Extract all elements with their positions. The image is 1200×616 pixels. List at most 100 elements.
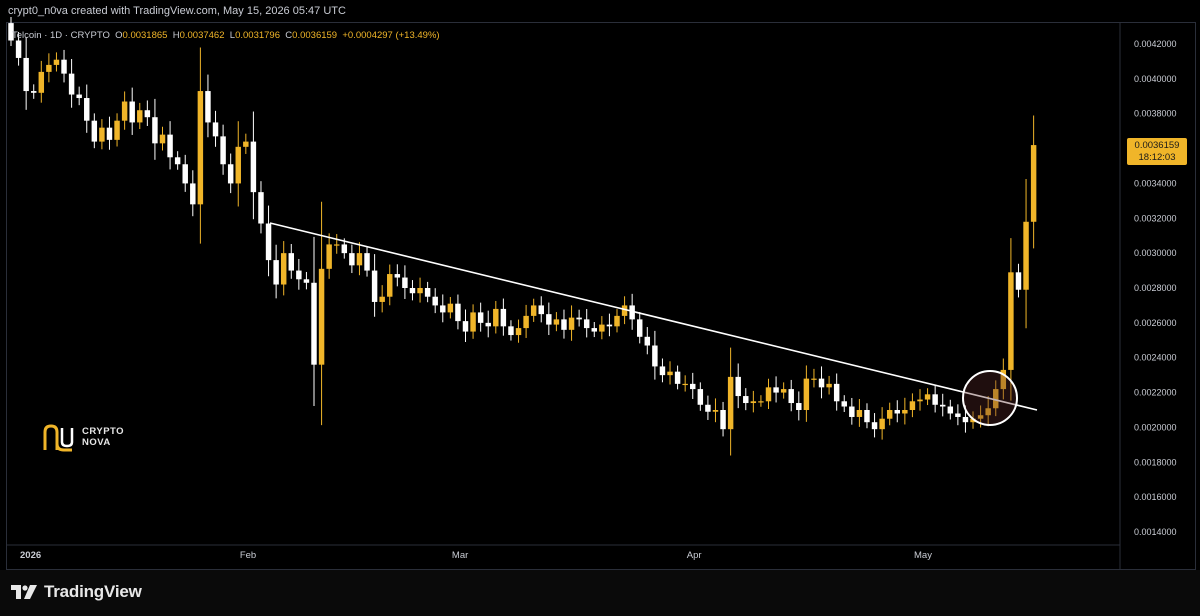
candle-up[interactable] [811, 378, 817, 380]
candle-up[interactable] [803, 378, 810, 410]
candle-down[interactable] [674, 371, 681, 384]
candle-up[interactable] [712, 410, 719, 412]
candle-up[interactable] [727, 376, 734, 430]
candle-down[interactable] [311, 282, 317, 365]
candle-down[interactable] [477, 312, 484, 323]
candle-down[interactable] [796, 403, 802, 410]
candle-down[interactable] [932, 394, 938, 405]
candle-down[interactable] [818, 378, 825, 388]
candle-down[interactable] [1015, 272, 1022, 290]
candle-down[interactable] [152, 117, 158, 144]
candle-down[interactable] [394, 274, 401, 278]
candle-down[interactable] [955, 413, 961, 417]
candle-down[interactable] [583, 319, 590, 329]
candle-down[interactable] [61, 59, 67, 74]
candle-up[interactable] [356, 253, 363, 266]
candle-up[interactable] [886, 410, 893, 419]
candle-up[interactable] [682, 383, 688, 386]
candle-up[interactable] [667, 371, 673, 376]
candle-up[interactable] [856, 410, 863, 417]
candle-down[interactable] [485, 322, 491, 327]
candle-up[interactable] [970, 418, 976, 423]
candle-down[interactable] [735, 376, 741, 397]
candle-up[interactable] [621, 305, 628, 316]
candle-down[interactable] [371, 270, 378, 302]
legend-symbol[interactable]: Telcoin · 1D · CRYPTO [12, 30, 110, 41]
candle-up[interactable] [902, 410, 908, 414]
candle-up[interactable] [1008, 272, 1014, 370]
candle-up[interactable] [750, 401, 757, 404]
candle-down[interactable] [591, 328, 598, 332]
candle-up[interactable] [243, 141, 249, 147]
candle-up[interactable] [280, 253, 287, 285]
candle-up[interactable] [379, 296, 385, 302]
candle-down[interactable] [849, 406, 855, 417]
candle-down[interactable] [720, 410, 726, 430]
candle-down[interactable] [30, 91, 37, 93]
candle-down[interactable] [409, 288, 416, 294]
candle-down[interactable] [167, 134, 173, 158]
candle-down[interactable] [205, 91, 211, 123]
candle-down[interactable] [8, 23, 14, 41]
candle-up[interactable] [121, 101, 128, 121]
candle-down[interactable] [84, 98, 90, 121]
candle-down[interactable] [636, 319, 643, 337]
candle-down[interactable] [296, 270, 302, 280]
candle-down[interactable] [182, 164, 188, 184]
candle-up[interactable] [470, 312, 476, 332]
candle-up[interactable] [46, 64, 52, 72]
candle-down[interactable] [773, 387, 779, 393]
candle-up[interactable] [53, 59, 60, 65]
candle-down[interactable] [303, 279, 310, 283]
candle-up[interactable] [530, 305, 537, 316]
candle-up[interactable] [765, 387, 772, 402]
candle-up[interactable] [523, 315, 529, 329]
candle-down[interactable] [190, 183, 196, 205]
candle-up[interactable] [758, 401, 764, 403]
candle-down[interactable] [864, 410, 870, 423]
candle-down[interactable] [561, 319, 567, 330]
candle-up[interactable] [114, 120, 120, 140]
candle-down[interactable] [15, 40, 22, 58]
candle-down[interactable] [508, 326, 514, 336]
candle-down[interactable] [258, 192, 264, 224]
candle-down[interactable] [500, 308, 507, 327]
candle-up[interactable] [909, 401, 916, 410]
candle-down[interactable] [546, 314, 552, 325]
candle-down[interactable] [91, 120, 98, 142]
candle-down[interactable] [212, 122, 219, 137]
candle-down[interactable] [659, 366, 666, 376]
candle-down[interactable] [871, 422, 878, 430]
candle-down[interactable] [364, 253, 370, 271]
candle-up[interactable] [568, 317, 575, 330]
candle-down[interactable] [697, 389, 704, 405]
candle-down[interactable] [432, 296, 438, 306]
candle-down[interactable] [440, 305, 446, 313]
candle-down[interactable] [690, 383, 696, 390]
candle-down[interactable] [265, 223, 272, 261]
candle-up[interactable] [1000, 369, 1007, 390]
candle-up[interactable] [1023, 221, 1029, 290]
candle-down[interactable] [652, 345, 658, 367]
candle-down[interactable] [129, 101, 135, 123]
candle-up[interactable] [318, 268, 325, 365]
candle-down[interactable] [894, 410, 901, 414]
candle-up[interactable] [137, 110, 143, 123]
candle-up[interactable] [387, 274, 393, 297]
candle-down[interactable] [424, 288, 431, 297]
candle-up[interactable] [159, 134, 166, 144]
candle-up[interactable] [985, 408, 991, 416]
candle-down[interactable] [220, 136, 226, 165]
candle-down[interactable] [402, 277, 408, 288]
candle-down[interactable] [250, 141, 257, 193]
tradingview-logo[interactable]: TradingView [10, 582, 142, 602]
candle-up[interactable] [993, 389, 999, 409]
candle-up[interactable] [38, 71, 45, 93]
candle-up[interactable] [515, 328, 522, 336]
candle-down[interactable] [788, 389, 794, 404]
candle-down[interactable] [288, 253, 295, 271]
candle-up[interactable] [333, 244, 340, 246]
candle-down[interactable] [23, 57, 29, 92]
candle-up[interactable] [235, 146, 241, 184]
